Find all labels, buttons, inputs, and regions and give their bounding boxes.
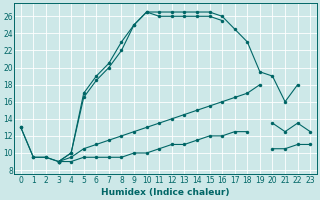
X-axis label: Humidex (Indice chaleur): Humidex (Indice chaleur) — [101, 188, 230, 197]
